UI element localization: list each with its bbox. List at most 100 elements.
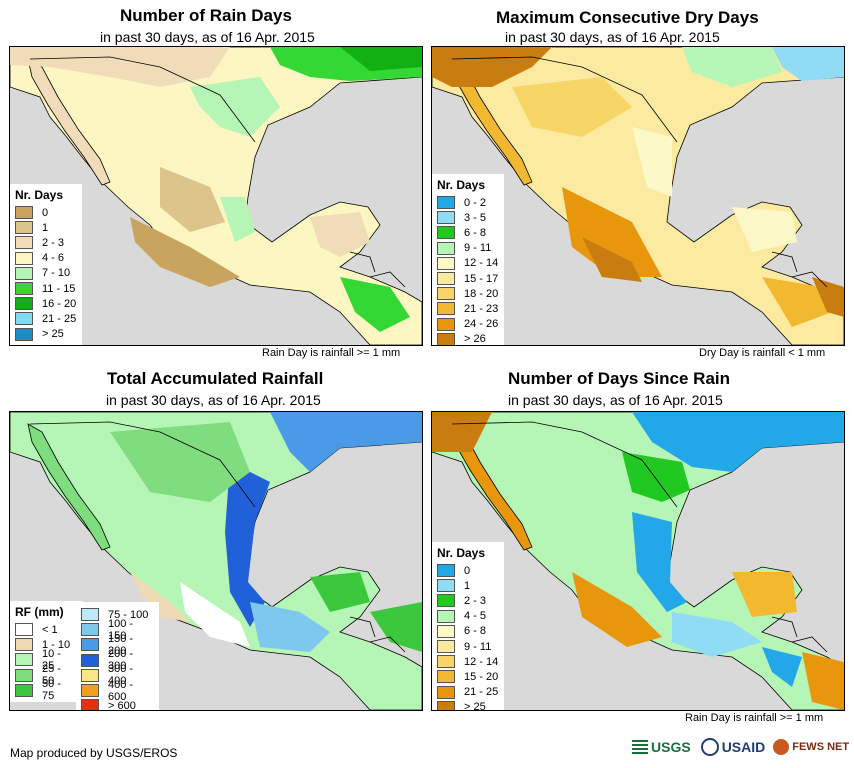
legend-label: 15 - 17 (464, 272, 499, 285)
legend-item: 1 (15, 220, 76, 235)
legend-label: 0 (42, 206, 49, 219)
legend-item: 16 - 20 (15, 296, 76, 311)
legend-label: 21 - 23 (464, 302, 499, 315)
legend-item: 400 - 600 (81, 679, 153, 703)
legend-item: < 1 (15, 622, 76, 637)
rainfall-regions (110, 412, 422, 652)
usgs-stripes-icon (632, 740, 648, 754)
legend-swatch (437, 196, 455, 210)
legend-swatch (437, 241, 455, 255)
legend-swatch (437, 256, 455, 270)
legend-swatch (437, 272, 455, 286)
rain-days-map[interactable]: Nr. Days 0 1 2 - 3 4 - 6 7 - 10 11 - 15 16 - 2… (9, 46, 423, 346)
legend-item: 15 - 17 (437, 271, 498, 286)
legend-label: 4 - 5 (464, 610, 487, 623)
days-since-rain-map[interactable]: Nr. Days 0 1 2 - 3 4 - 5 6 - 8 9 - 11 12 - 14 1… (431, 411, 845, 711)
legend-item: 0 (437, 563, 498, 578)
legend-item: 18 - 20 (437, 286, 498, 301)
country-borders (451, 421, 828, 653)
legend-label: 2 - 3 (464, 594, 487, 607)
legend-swatch (437, 332, 455, 345)
legend-swatch (15, 653, 33, 667)
legend-swatch (15, 327, 33, 341)
legend-label: 1 (464, 579, 471, 592)
logo-bar: USGS USAID FEWS NET (632, 738, 849, 756)
legend-label: 3 - 5 (464, 211, 487, 224)
legend-label: 1 (42, 221, 49, 234)
panel-title: Total Accumulated Rainfall (107, 369, 324, 388)
legend-swatch (81, 623, 99, 637)
map-note: Rain Day is rainfall >= 1 mm (262, 347, 401, 359)
dry-days-map[interactable]: Nr. Days 0 - 2 3 - 5 6 - 8 9 - 11 12 - 14 15 … (431, 46, 845, 346)
legend-label: 4 - 6 (42, 252, 65, 265)
panel-title: Maximum Consecutive Dry Days (496, 8, 759, 27)
map-canvas (432, 412, 844, 710)
legend-swatch (437, 594, 455, 608)
legend-swatch (15, 312, 33, 326)
legend-label: 0 (464, 564, 471, 577)
legend-item: 3 - 5 (437, 210, 498, 225)
country-borders (29, 421, 406, 653)
legend-item: 6 - 8 (437, 225, 498, 240)
legend-swatch (15, 623, 33, 637)
legend-label: 21 - 25 (42, 312, 77, 325)
usgs-logo-text: USGS (651, 739, 691, 755)
panel-subtitle: in past 30 days, as of 16 Apr. 2015 (508, 392, 723, 408)
legend-swatch (81, 608, 99, 622)
legend-item: 1 - 10 (15, 637, 76, 652)
legend-swatch (437, 317, 455, 331)
legend-item: 4 - 6 (15, 251, 76, 266)
legend-swatch (437, 302, 455, 316)
legend-item: 300 - 400 (81, 663, 153, 687)
legend-label: 21 - 25 (464, 686, 499, 699)
legend-title: Nr. Days (15, 188, 64, 202)
legend-swatch (437, 287, 455, 301)
total-rainfall-map[interactable]: RF (mm) < 1 1 - 10 10 - 25 25 - 50 50 - 75 7… (9, 411, 423, 711)
legend-swatch (437, 609, 455, 623)
usaid-logo[interactable]: USAID (700, 738, 765, 756)
legend-swatch (15, 297, 33, 311)
legend-item: 21 - 25 (15, 311, 76, 326)
map-canvas (10, 47, 422, 345)
legend-label: 11 - 15 (42, 282, 76, 295)
legend-item: 25 - 50 (15, 663, 76, 687)
legend-swatch (437, 226, 455, 240)
fews-net-logo-text: FEWS NET (792, 741, 850, 753)
legend-label: < 1 (42, 623, 58, 636)
legend-label: 50 - 75 (42, 678, 61, 703)
legend-swatch (81, 699, 99, 710)
legend-swatch (15, 638, 33, 652)
legend-swatch (437, 670, 455, 684)
usgs-logo[interactable]: USGS (632, 739, 691, 755)
country-borders (451, 56, 828, 288)
legend-item: 9 - 11 (437, 639, 498, 654)
legend-swatch (437, 655, 455, 669)
legend-label: 12 - 14 (464, 655, 499, 668)
legend-continued: 75 - 100 100 - 150 150 - 200 200 - 300 300 -… (76, 602, 159, 710)
legend-swatch (15, 668, 33, 682)
legend-label: 24 - 26 (464, 318, 499, 331)
panel-title: Number of Days Since Rain (508, 369, 731, 388)
map-credit: Map produced by USGS/EROS (10, 746, 178, 760)
legend-label: > 25 (464, 701, 486, 711)
legend-label: 10 - 25 (42, 647, 61, 672)
legend-item: > 25 (15, 327, 76, 342)
legend-item: 0 (15, 205, 76, 220)
legend-label: 200 - 300 (108, 648, 134, 673)
legend-swatch (15, 221, 33, 235)
legend-item: 100 - 150 (81, 618, 153, 642)
legend-item: 12 - 14 (437, 654, 498, 669)
legend-swatch (15, 282, 33, 296)
legend-label: 6 - 8 (464, 226, 487, 239)
legend-item: 1 (437, 578, 498, 593)
legend-item: 21 - 25 (437, 685, 498, 700)
legend-label: > 26 (464, 333, 486, 346)
legend-label: 400 - 600 (108, 678, 134, 703)
legend: Nr. Days 0 - 2 3 - 5 6 - 8 9 - 11 12 - 14 15 … (432, 174, 505, 346)
legend-swatch (81, 668, 99, 682)
legend-label: 12 - 14 (464, 257, 499, 270)
legend-swatch (437, 685, 455, 699)
legend-item: 10 - 25 (15, 648, 76, 672)
legend-item: 75 - 100 (81, 607, 153, 622)
fews-net-logo[interactable]: FEWS NET (773, 739, 849, 755)
